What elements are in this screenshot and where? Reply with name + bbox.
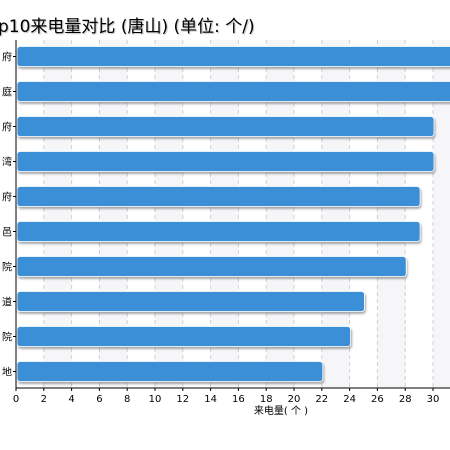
bars <box>16 46 450 382</box>
x-tick-label: 28 <box>399 394 412 405</box>
x-tick-label: 0 <box>13 394 19 405</box>
x-tick-label: 24 <box>343 394 356 405</box>
y-tick-label: 地 <box>2 366 12 379</box>
x-tick-label: 8 <box>124 394 130 405</box>
x-tick-label: 14 <box>204 394 217 405</box>
bar <box>16 326 352 347</box>
bar <box>16 361 324 382</box>
chart-title: p10来电量对比 (唐山) (单位: 个/) <box>0 17 255 37</box>
x-tick-label: 2 <box>41 394 47 405</box>
x-tick-label: 26 <box>371 394 384 405</box>
bar <box>16 256 407 277</box>
x-tick-label: 4 <box>68 394 74 405</box>
y-tick-label: 府 <box>2 121 12 134</box>
x-axis-ticks: 0 2 4 6 8 10 12 14 16 18 20 22 24 26 28 30 <box>13 388 440 405</box>
bar <box>16 221 421 242</box>
bar <box>16 151 435 172</box>
x-tick-label: 10 <box>149 394 162 405</box>
x-tick-label: 22 <box>315 394 328 405</box>
y-tick-label: 府 <box>2 51 12 64</box>
x-tick-label: 16 <box>232 394 245 405</box>
bar <box>16 116 435 137</box>
x-tick-label: 20 <box>288 394 301 405</box>
y-tick-label: 邑 <box>2 227 12 239</box>
bar <box>16 81 450 102</box>
y-tick-label: 庭 <box>2 86 12 99</box>
x-tick-label: 18 <box>260 394 273 405</box>
y-tick-label: 府 <box>2 191 12 204</box>
y-tick-label: 院 <box>2 331 12 344</box>
x-tick-label: 6 <box>96 394 102 405</box>
bar <box>16 186 421 207</box>
plot-band <box>433 40 450 388</box>
bar <box>16 46 450 67</box>
x-axis-title: 来电量( 个 ) <box>254 404 308 417</box>
y-tick-label: 道 <box>2 296 12 309</box>
x-tick-label: 30 <box>427 394 440 405</box>
x-tick-label: 12 <box>176 394 189 405</box>
bar <box>16 291 365 312</box>
y-tick-label: 院 <box>2 261 12 274</box>
y-tick-label: 湾 <box>2 156 12 169</box>
